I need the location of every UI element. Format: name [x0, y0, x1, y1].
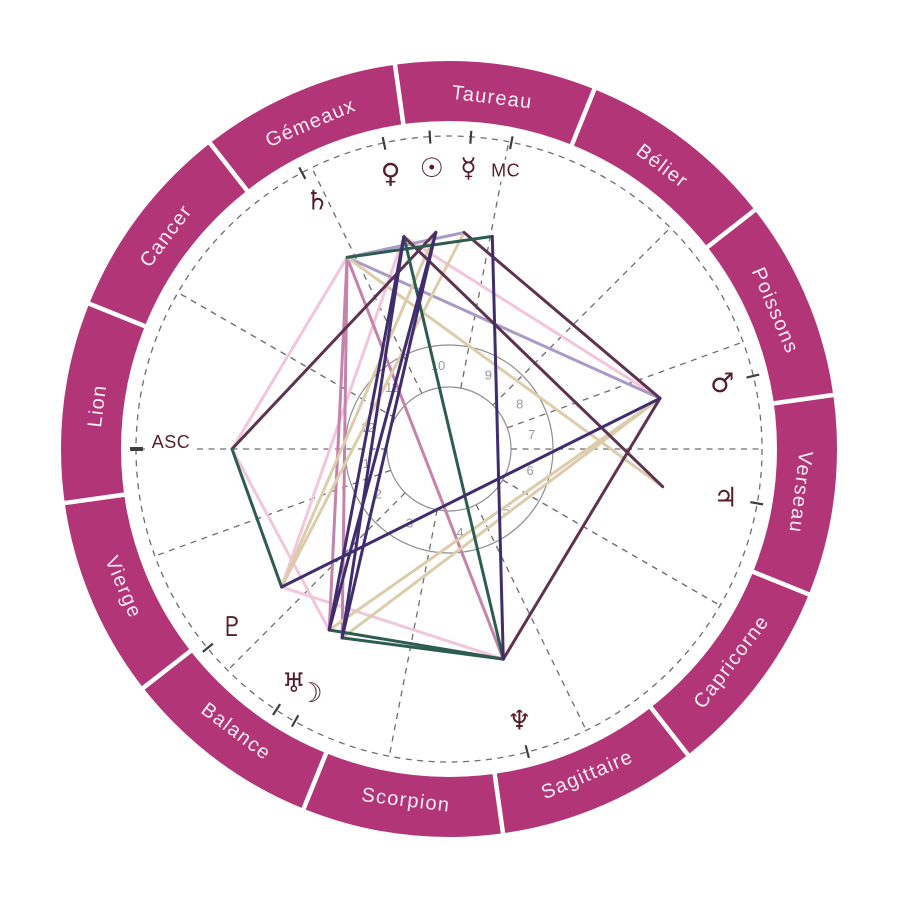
zodiac-ring [61, 61, 837, 837]
aspect-line-mc-neptune [490, 234, 505, 661]
zodiac-separator-poissons [770, 392, 837, 406]
aspect-line-venus-mars [402, 235, 662, 400]
zodiac-separator-lion [85, 300, 149, 330]
jupiter-glyph-icon: ♃ [714, 482, 738, 513]
aspect-line-asc-pluto [230, 447, 284, 589]
aspect-line-mercury-mars [462, 231, 662, 400]
mc-label: MC [491, 161, 520, 181]
asc-label-backing [145, 431, 197, 453]
aspect-line-asc-saturn [230, 255, 349, 451]
aspect-line-saturn-mars [345, 255, 662, 400]
aspect-line-sun-uranus [327, 230, 438, 632]
house-number-4: 4 [456, 525, 463, 540]
aspect-line-venus-pluto [280, 235, 406, 589]
degree-tick-sun [428, 130, 432, 144]
aspect-line-saturn-neptune [345, 255, 505, 661]
aspect-line-moon-neptune [340, 636, 505, 661]
aspect-line-pluto-neptune [280, 585, 505, 661]
degree-tick-jupiter [750, 501, 764, 506]
house-cusp-line-10 [388, 509, 438, 757]
degree-tick-mars [746, 373, 760, 379]
house-number-8: 8 [516, 396, 523, 411]
zodiac-separator-balance [139, 647, 195, 692]
pluto-glyph-icon: ♇ [220, 612, 244, 643]
outer-dashed-circle [135, 135, 763, 763]
aspect-line-venus-moon [340, 235, 406, 640]
house-cusp-line-6 [177, 291, 396, 419]
degree-tick-neptune [524, 744, 530, 759]
house-number-5: 5 [503, 503, 510, 518]
degree-tick-mercury [469, 130, 473, 144]
house-number-2: 2 [375, 487, 382, 502]
aspect-line-sun-moon [340, 230, 438, 640]
aspect-line-venus-neptune [402, 235, 505, 661]
venus-glyph-icon: ♀ [381, 159, 401, 190]
degree-tick-saturn [298, 166, 307, 180]
zodiac-separator-taureau [568, 85, 598, 149]
zodiac-separator-sagittaire [492, 770, 506, 837]
aspect-line-saturn-mc [345, 234, 494, 259]
house-number-1: 1 [363, 456, 370, 471]
mars-glyph-icon: ♂ [710, 368, 734, 399]
zodiac-separator-gemeaux [392, 61, 406, 128]
degree-tick-mc [508, 136, 514, 150]
saturn-glyph-icon: ♄ [305, 185, 329, 216]
house-number-9: 9 [485, 367, 492, 382]
aspect-line-sun-pluto [280, 230, 438, 589]
aspect-line-uranus-mars [327, 396, 662, 632]
house-cusp-line-5 [311, 167, 423, 394]
zodiac-separator-verseau [749, 568, 813, 598]
house-cusp-line-8 [154, 469, 391, 557]
zodiac-separator-vierge [61, 492, 128, 506]
moon-glyph-icon: ☽ [298, 678, 322, 709]
aspect-line-asc-sun [230, 230, 438, 451]
zodiac-separator-scorpion [300, 749, 330, 813]
sun-glyph-icon: ☉ [420, 153, 444, 184]
house-cusp-line-4 [460, 141, 510, 389]
house-number-6: 6 [526, 463, 533, 478]
aspect-line-asc-uranus [230, 447, 331, 632]
uranus-glyph-icon: ♅ [282, 668, 306, 699]
house-cusp-line-12 [502, 479, 721, 607]
mercury-glyph-icon: ☿ [460, 153, 477, 184]
house-cusp-line-3 [492, 227, 671, 406]
aspect-line-mars-neptune [501, 396, 662, 661]
aspect-line-venus-jupiter [402, 235, 665, 489]
aspect-line-saturn-jupiter [345, 255, 665, 489]
house-cusp-line-11 [475, 504, 587, 731]
house-number-7: 7 [528, 427, 535, 442]
degree-tick-moon [290, 714, 300, 728]
zodiac-label-lion: Lion [84, 383, 111, 428]
zodiac-separator-belier [703, 206, 759, 251]
aspect-line-saturn-uranus [327, 255, 349, 632]
degree-tick-uranus [272, 703, 282, 716]
house-cusp-line-2 [507, 341, 744, 429]
degree-tick-venus [381, 136, 387, 150]
neptune-glyph-icon: ♆ [507, 706, 531, 737]
zodiac-separator-capricorne [647, 703, 692, 759]
degree-tick-pluto [202, 642, 214, 653]
house-cusp-line-9 [227, 492, 406, 671]
aspect-line-mercury-pluto [280, 231, 466, 589]
zodiac-separator-cancer [206, 139, 251, 195]
aspect-line-venus-uranus [327, 235, 406, 632]
mc-label-backing [484, 159, 527, 182]
asc-label: ASC [152, 432, 191, 452]
